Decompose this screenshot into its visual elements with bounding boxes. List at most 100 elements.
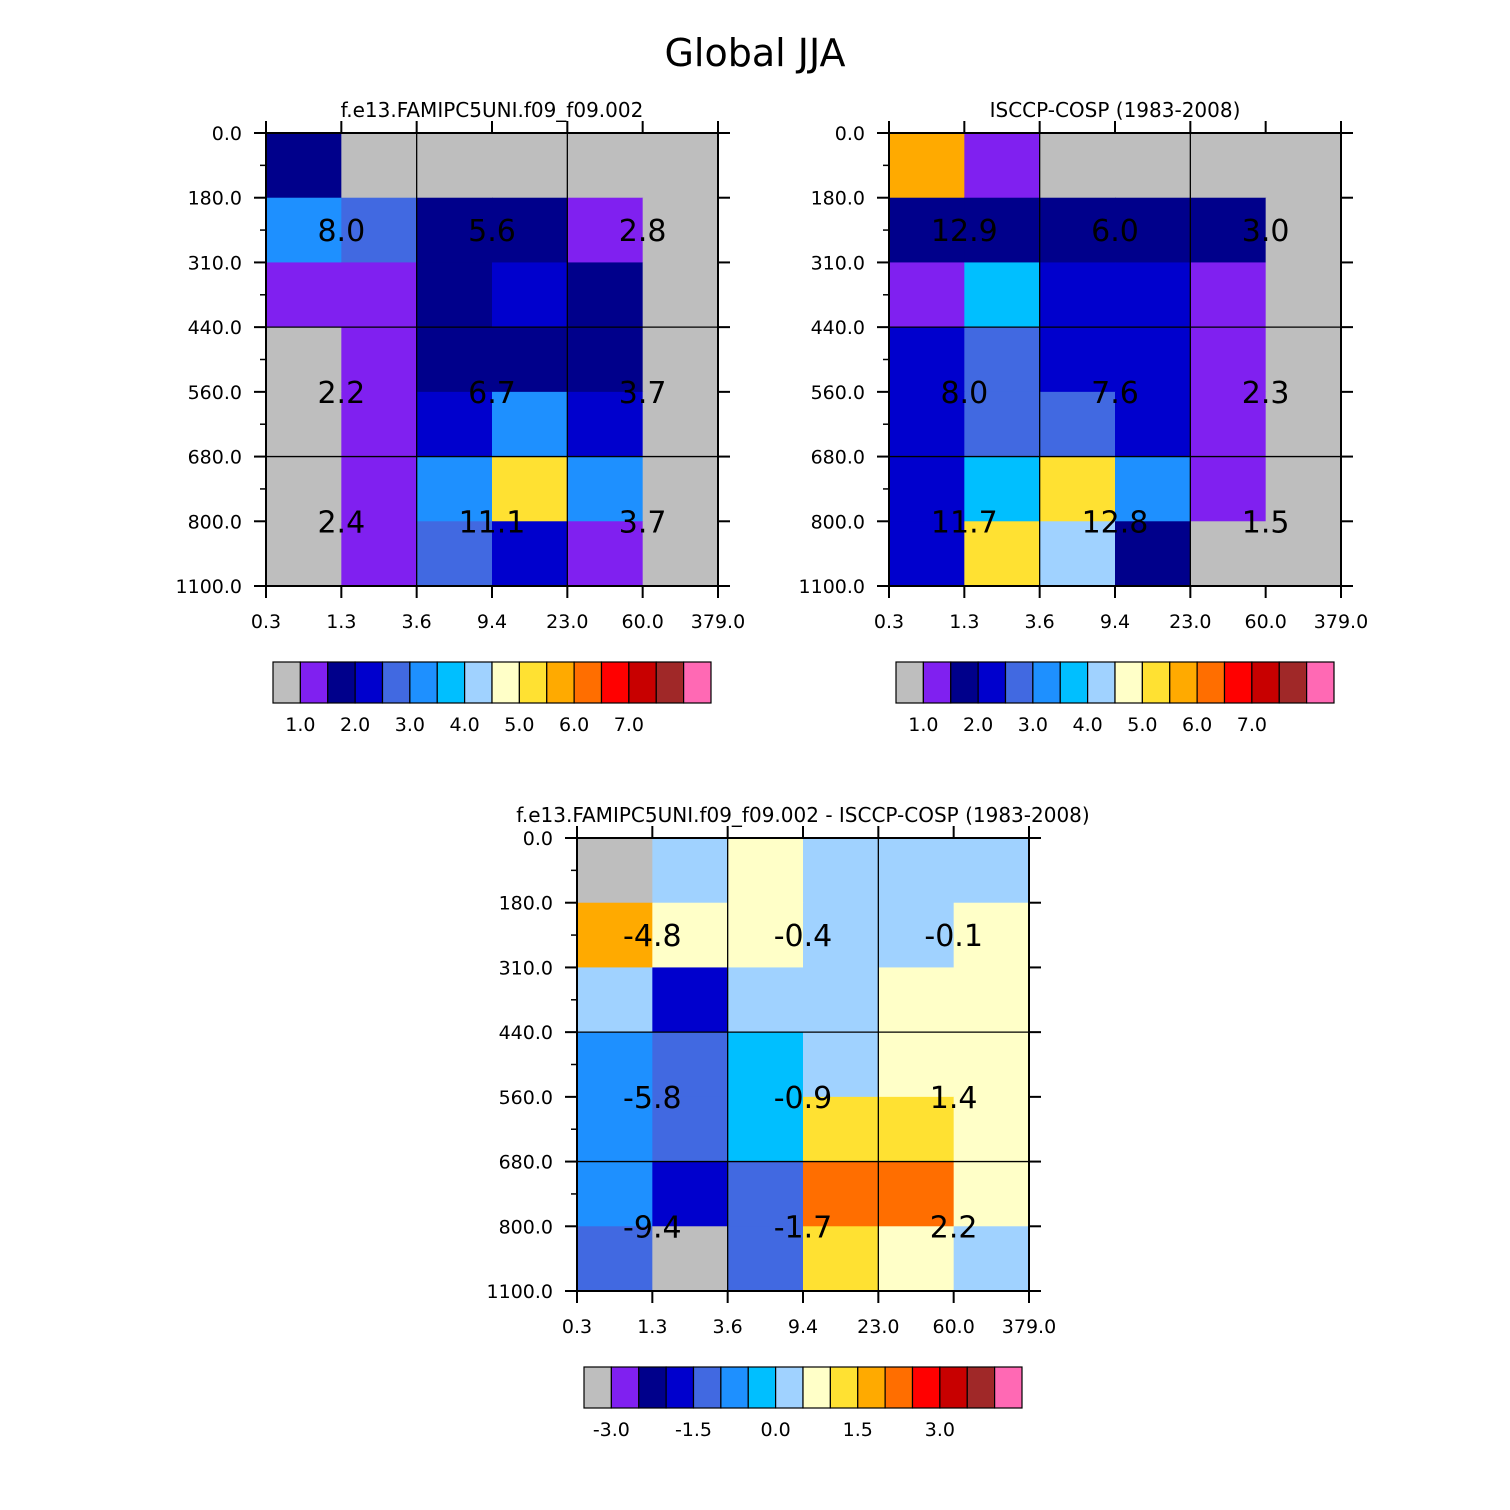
- colorbar-box: [1032, 661, 1061, 704]
- heatmap-cell: [652, 838, 729, 904]
- heatmap-cell: [492, 456, 568, 522]
- colorbar-box: [1141, 661, 1171, 704]
- heatmap-cell: [492, 133, 568, 199]
- heatmap-cell: [803, 1096, 879, 1163]
- heatmap-cell: [416, 521, 493, 587]
- x-tick-label: 1.3: [949, 611, 979, 633]
- heatmap-cell: [266, 327, 342, 393]
- heatmap-cell: [642, 521, 719, 587]
- y-tick-label: 800.0: [188, 511, 242, 533]
- heatmap-cell: [1115, 327, 1191, 393]
- block-value-label: -9.4: [623, 1210, 682, 1245]
- block-value-label: 8.0: [317, 214, 365, 249]
- block-value-label: -0.4: [774, 919, 833, 954]
- heatmap-cell: [642, 133, 719, 199]
- block-value-label: 2.2: [317, 376, 365, 411]
- heatmap-cell: [416, 262, 493, 328]
- colorbar-box: [977, 661, 1007, 704]
- heatmap-cell: [1190, 391, 1267, 458]
- colorbar-label: 7.0: [1237, 714, 1267, 736]
- x-tick-label: 60.0: [622, 611, 664, 633]
- heatmap-cell: [567, 456, 644, 522]
- heatmap-cell: [341, 456, 418, 522]
- y-tick-label: 1100.0: [176, 576, 242, 598]
- heatmap-cell: [803, 967, 879, 1033]
- heatmap-cell: [803, 902, 879, 969]
- heatmap-cell: [266, 456, 342, 522]
- heatmap-cell: [953, 1096, 1030, 1163]
- colorbar-box: [911, 1366, 941, 1409]
- heatmap-cell: [1039, 521, 1116, 587]
- x-tick-label: 379.0: [691, 611, 745, 633]
- colorbar-box: [720, 1366, 749, 1409]
- block-value-label: 1.4: [930, 1081, 978, 1116]
- colorbar-box: [665, 1366, 695, 1409]
- x-tick-label: 9.4: [788, 1316, 818, 1338]
- heatmap-cell: [1190, 521, 1267, 587]
- heatmap-cell: [1190, 197, 1267, 264]
- heatmap-cell: [341, 197, 418, 264]
- heatmap-cell: [1115, 133, 1191, 199]
- block-value-label: 11.1: [459, 505, 526, 540]
- x-tick-label: 0.3: [562, 1316, 592, 1338]
- heatmap-cell: [953, 1226, 1030, 1292]
- x-tick-label: 1.3: [637, 1316, 667, 1338]
- heatmap-cell: [953, 838, 1030, 904]
- heatmap-cell: [889, 391, 965, 458]
- heatmap-cell: [964, 456, 1041, 522]
- figure-title: Global JJA: [664, 31, 845, 75]
- heatmap-cell: [1265, 262, 1342, 328]
- heatmap-cell: [1115, 197, 1191, 264]
- heatmap-cell: [1039, 197, 1116, 264]
- colorbar-box: [583, 1366, 612, 1409]
- y-tick-label: 180.0: [811, 188, 865, 210]
- colorbar-label: 1.0: [908, 714, 938, 736]
- colorbar-box: [939, 1366, 968, 1409]
- block-value-label: 7.6: [1091, 376, 1139, 411]
- x-tick-label: 23.0: [1169, 611, 1211, 633]
- x-tick-label: 0.3: [251, 611, 281, 633]
- heatmap-cell: [964, 391, 1041, 458]
- x-tick-label: 3.6: [402, 611, 432, 633]
- heatmap-cell: [803, 838, 879, 904]
- heatmap-cell: [727, 1096, 804, 1163]
- heatmap-cell: [964, 197, 1041, 264]
- x-tick-label: 23.0: [857, 1316, 899, 1338]
- heatmap-cell: [878, 1161, 955, 1227]
- colorbar-box: [327, 661, 356, 704]
- heatmap-cell: [953, 967, 1030, 1033]
- heatmap-cell: [567, 327, 644, 393]
- heatmap-cell: [577, 967, 653, 1033]
- colorbar-label: 1.0: [285, 714, 315, 736]
- y-tick-label: 0.0: [212, 123, 242, 145]
- heatmap-cell: [266, 262, 342, 328]
- colorbar-box: [638, 1366, 667, 1409]
- panel-difference: f.e13.FAMIPC5UNI.f09_f09.002 - ISCCP-COS…: [487, 803, 1090, 1441]
- heatmap-cell: [1265, 327, 1342, 393]
- heatmap-cell: [266, 197, 342, 264]
- heatmap-cell: [889, 262, 965, 328]
- heatmap-cell: [878, 902, 955, 969]
- colorbar-box: [1087, 661, 1116, 704]
- heatmap-cell: [642, 262, 719, 328]
- heatmap-cell: [567, 262, 644, 328]
- colorbar-box: [436, 661, 466, 704]
- panel-model: f.e13.FAMIPC5UNI.f09_f09.002 8.0 5.6 2.8 2.2…: [176, 98, 746, 736]
- x-tick-label: 9.4: [477, 611, 507, 633]
- colorbar-box: [884, 1366, 914, 1409]
- heatmap-cell: [341, 133, 418, 199]
- heatmap-cell: [652, 967, 729, 1033]
- colorbar-label: 5.0: [504, 714, 534, 736]
- colorbar-box: [518, 661, 548, 704]
- block-value-label: -0.9: [774, 1081, 833, 1116]
- heatmap-cell: [577, 838, 653, 904]
- colorbar-box: [829, 1366, 859, 1409]
- x-tick-label: 379.0: [1002, 1316, 1056, 1338]
- block-value-label: 5.6: [468, 214, 516, 249]
- y-tick-label: 800.0: [499, 1216, 553, 1238]
- heatmap-cell: [727, 1161, 804, 1227]
- heatmap-cell: [577, 902, 653, 969]
- x-tick-label: 9.4: [1100, 611, 1130, 633]
- y-tick-label: 1100.0: [799, 576, 865, 598]
- heatmap-cell: [964, 133, 1041, 199]
